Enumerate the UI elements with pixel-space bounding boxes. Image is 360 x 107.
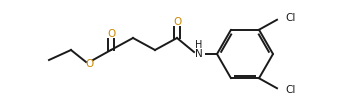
Text: N: N [195, 49, 203, 59]
Text: H: H [195, 40, 203, 50]
Text: Cl: Cl [285, 13, 295, 23]
Text: O: O [107, 29, 115, 39]
Text: Cl: Cl [285, 85, 295, 95]
Text: O: O [85, 59, 93, 69]
Text: O: O [173, 17, 181, 27]
